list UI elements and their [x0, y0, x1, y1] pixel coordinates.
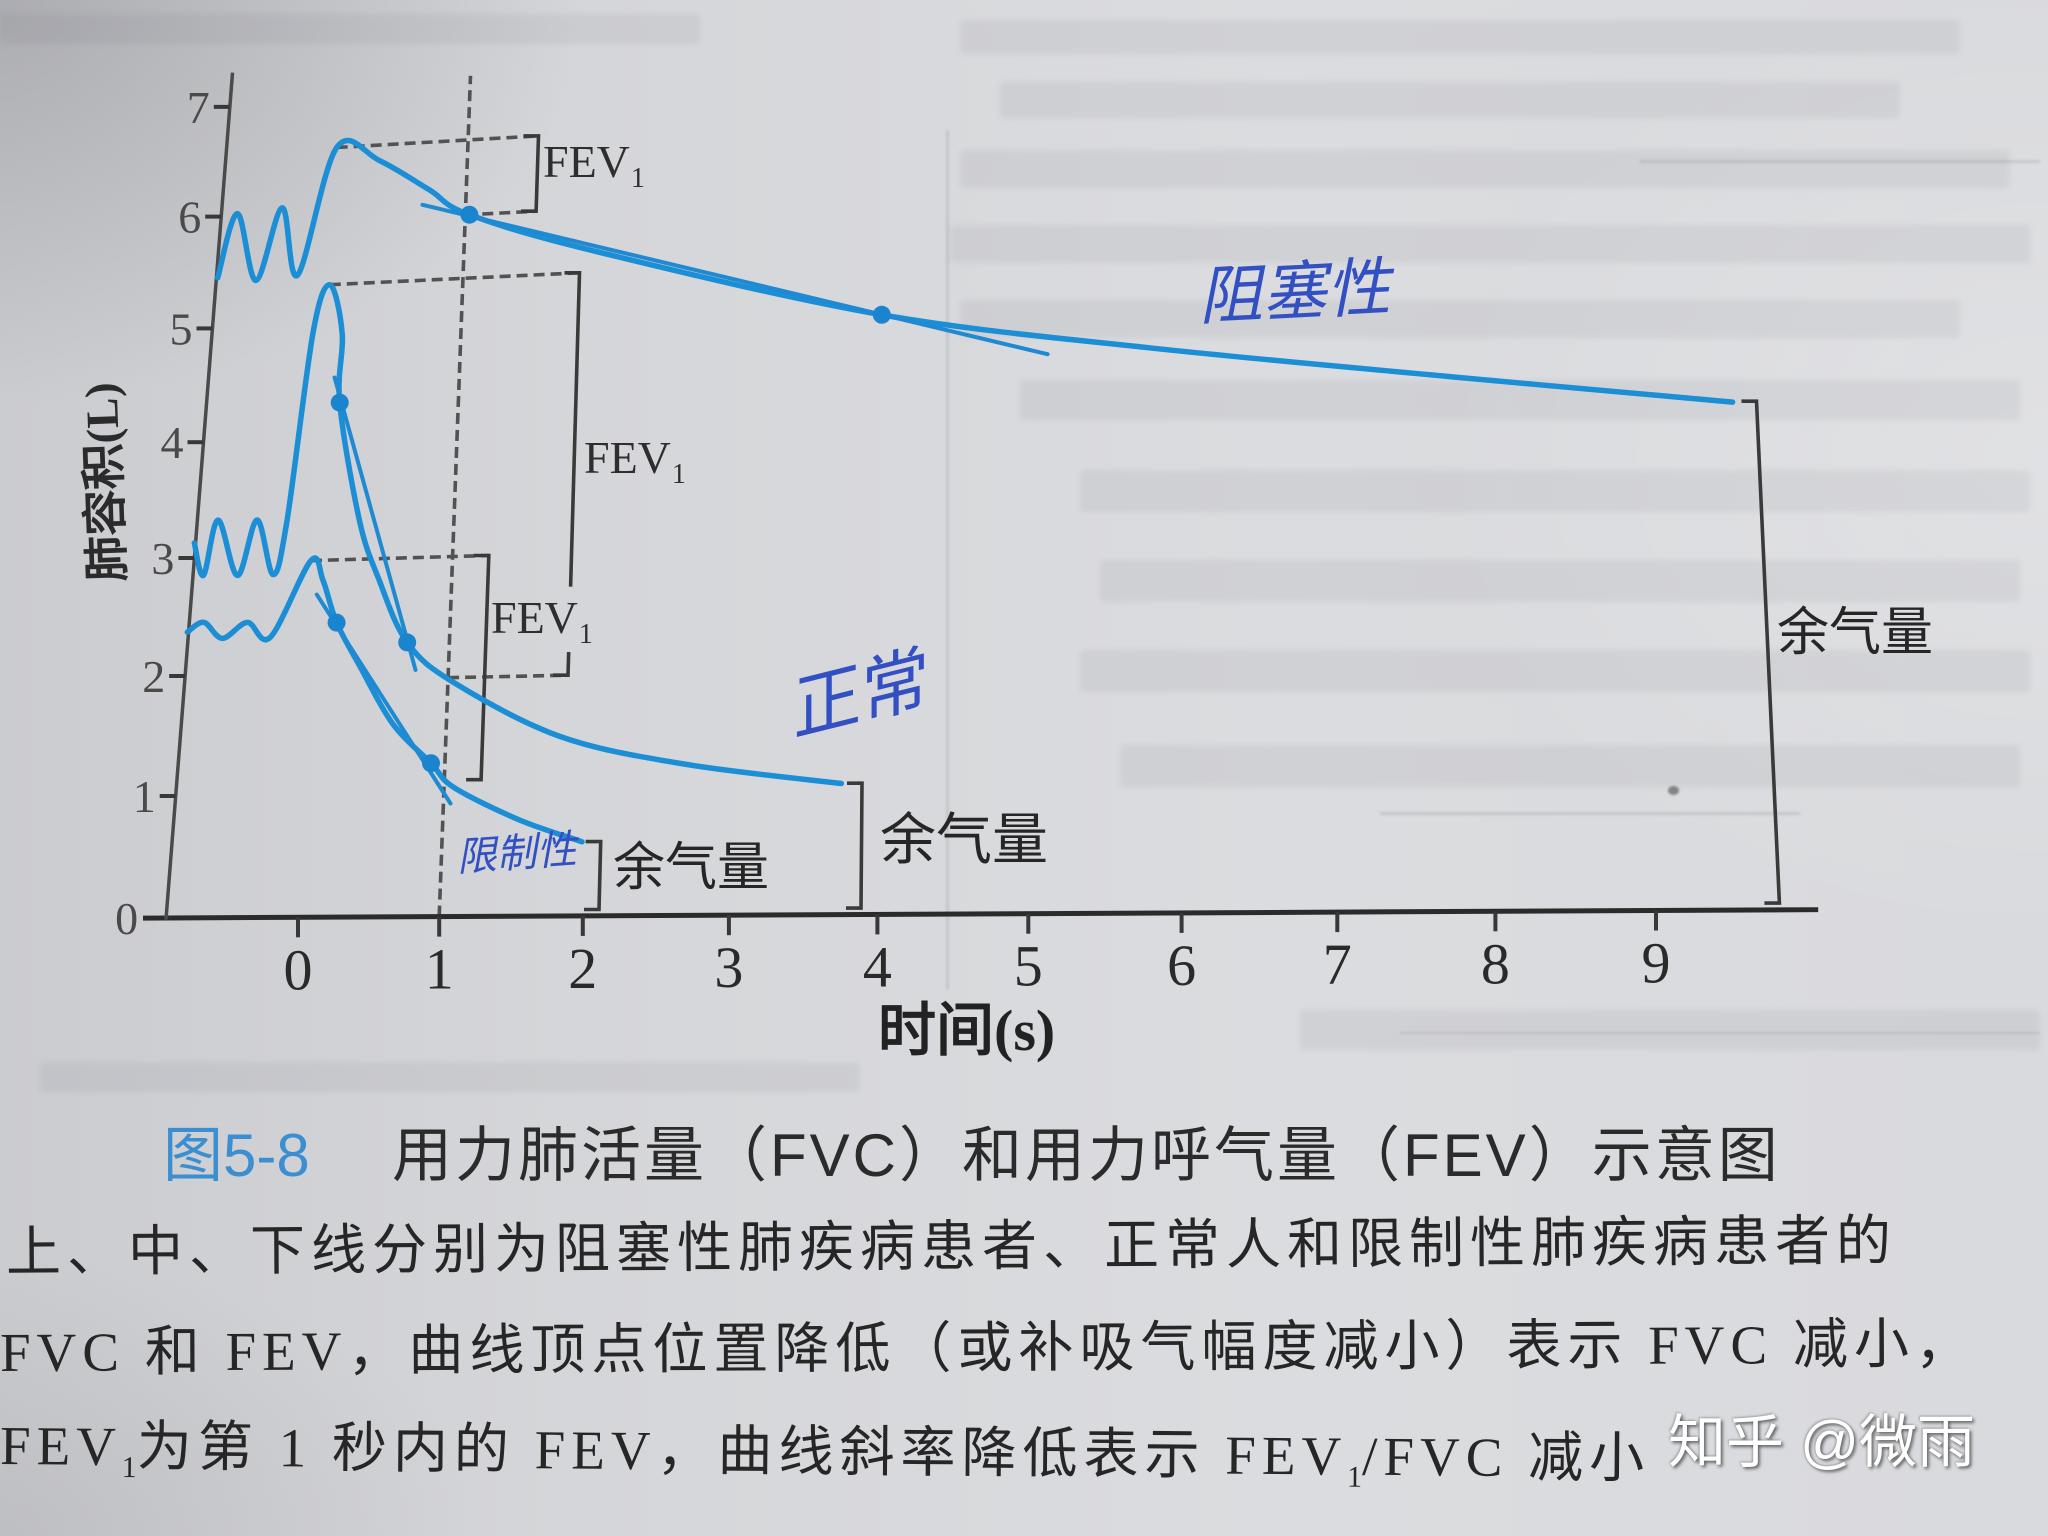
residual-volume-label-normal: 余气量 — [880, 810, 1048, 872]
caption-subscript: 1 — [1346, 1460, 1363, 1494]
bleed-through-text — [960, 150, 2010, 188]
fev1-bracket — [466, 553, 491, 782]
curve-normal — [191, 281, 845, 787]
curve-obstructive — [214, 137, 1736, 405]
bleed-through-text — [0, 14, 700, 44]
secant-line-obstructive — [420, 202, 1050, 357]
handwritten-label-obstructive: 阻塞性 — [1196, 251, 1392, 335]
x-tick-label: 2 — [568, 936, 597, 1001]
x-tick-label: 6 — [1167, 933, 1196, 998]
caption-line-3: FEV1为第 1 秒内的 FEV，曲线斜率降低表示 FEV1/FVC 减小 — [0, 1415, 1651, 1494]
paper-speck — [1668, 786, 1679, 795]
caption-line-1: 上、中、下线分别为阻塞性肺疾病患者、正常人和限制性肺疾病患者的 — [5, 1210, 1898, 1283]
handwritten-label-restrictive: 限制性 — [455, 826, 578, 881]
x-tick-label: 7 — [1323, 932, 1352, 997]
fev1-label-normal: FEV1 — [584, 432, 686, 489]
bleed-through-text — [1120, 745, 2020, 787]
bleed-through-text — [1000, 82, 1900, 118]
residual-volume-bracket — [1741, 399, 1782, 905]
bleed-through-text — [960, 300, 1960, 338]
bleed-through-text — [40, 1062, 860, 1092]
fev1-bracket — [553, 271, 582, 677]
fev1-label-subscript: 1 — [578, 619, 593, 650]
y-tick-label: 7 — [187, 82, 210, 133]
bleed-through-text — [960, 20, 1960, 54]
caption-text: FEV — [0, 1415, 123, 1477]
bleed-through-rule — [1380, 812, 1800, 815]
marked-point-obstructive — [460, 205, 479, 224]
caption-text: 为第 1 秒内的 FEV，曲线斜率降低表示 FEV — [136, 1416, 1348, 1487]
y-tick-label: 0 — [115, 893, 138, 944]
fev1-label-subscript: 1 — [671, 459, 686, 490]
x-tick-label: 3 — [714, 935, 743, 1000]
y-tick-label: 2 — [142, 651, 165, 702]
bleed-through-text — [1080, 470, 2030, 512]
fev1-label-text: FEV — [584, 432, 671, 483]
marked-point-restrictive — [422, 754, 440, 773]
residual-volume-bracket — [584, 839, 603, 912]
fev1-label-text: FEV — [491, 592, 578, 643]
curve-restrictive — [184, 555, 585, 845]
x-tick-label: 5 — [1014, 934, 1043, 999]
bleed-through-rule — [1400, 1032, 2040, 1034]
marked-point-normal — [330, 393, 349, 412]
fev1-label-restrictive: FEV1 — [491, 592, 593, 649]
fev1-bracket — [521, 134, 541, 213]
y-tick-label: 5 — [170, 303, 193, 354]
bleed-through-rule — [946, 130, 949, 990]
bleed-through-text — [1300, 1010, 2040, 1050]
bleed-through-text — [1080, 650, 2030, 692]
x-tick-label: 8 — [1481, 931, 1510, 996]
caption-subscript: 1 — [121, 1450, 137, 1485]
fev1-top-dashed-line — [336, 134, 539, 150]
residual-volume-label-restrictive: 余气量 — [613, 840, 770, 897]
y-tick-label: 6 — [178, 192, 201, 243]
x-tick-label: 4 — [863, 934, 892, 999]
secant-line-normal — [332, 375, 418, 672]
y-tick-label: 1 — [133, 771, 156, 822]
figure-number: 图5-8 — [163, 1122, 310, 1189]
watermark-handle: @微雨 — [1800, 1410, 1976, 1475]
x-axis-line — [142, 907, 1819, 921]
bleed-through-text — [950, 225, 2030, 263]
caption-line-2: FVC 和 FEV，曲线顶点位置降低（或补吸气幅度减小）表示 FVC 减小， — [0, 1313, 1977, 1383]
fev1-label-text: FEV — [543, 136, 630, 187]
y-tick-label: 4 — [161, 417, 184, 468]
watermark-site: 知乎 — [1668, 1410, 1785, 1475]
y-axis-line — [164, 72, 235, 920]
y-axis-title: 肺容积(L) — [75, 381, 134, 583]
fev1-top-dashed-line — [329, 271, 580, 287]
x-tick-label: 1 — [425, 937, 454, 1002]
residual-volume-label-obstructive: 余气量 — [1777, 605, 1934, 662]
watermark: 知乎 @微雨 — [1668, 1414, 1975, 1472]
x-axis-title: 时间(s) — [878, 998, 1056, 1063]
x-tick-label: 9 — [1642, 931, 1671, 996]
fev1-label-subscript: 1 — [630, 163, 645, 194]
fev1-top-dashed-line — [310, 553, 489, 563]
bleed-through-rule — [1640, 160, 2040, 163]
fev1-bottom-dashed-line — [448, 673, 569, 680]
fev1-label-obstructive: FEV1 — [543, 136, 645, 193]
bleed-through-text — [1020, 380, 2020, 420]
residual-volume-bracket — [846, 781, 864, 910]
bleed-through-text — [1100, 560, 2020, 602]
y-tick-label: 3 — [151, 533, 174, 584]
x-tick-label: 0 — [284, 937, 313, 1002]
marked-point-normal — [398, 633, 417, 652]
figure-title: 用力肺活量（FVC）和用力呼气量（FEV）示意图 — [392, 1122, 1781, 1189]
caption-text: /FVC 减小 — [1361, 1425, 1651, 1489]
spirometry-chart: 0 1 2 3 4 5 6 7 8 9 0 1 2 3 4 5 6 7 — [115, 72, 1819, 1002]
marked-point-restrictive — [327, 613, 346, 632]
marked-point-obstructive — [872, 305, 891, 324]
